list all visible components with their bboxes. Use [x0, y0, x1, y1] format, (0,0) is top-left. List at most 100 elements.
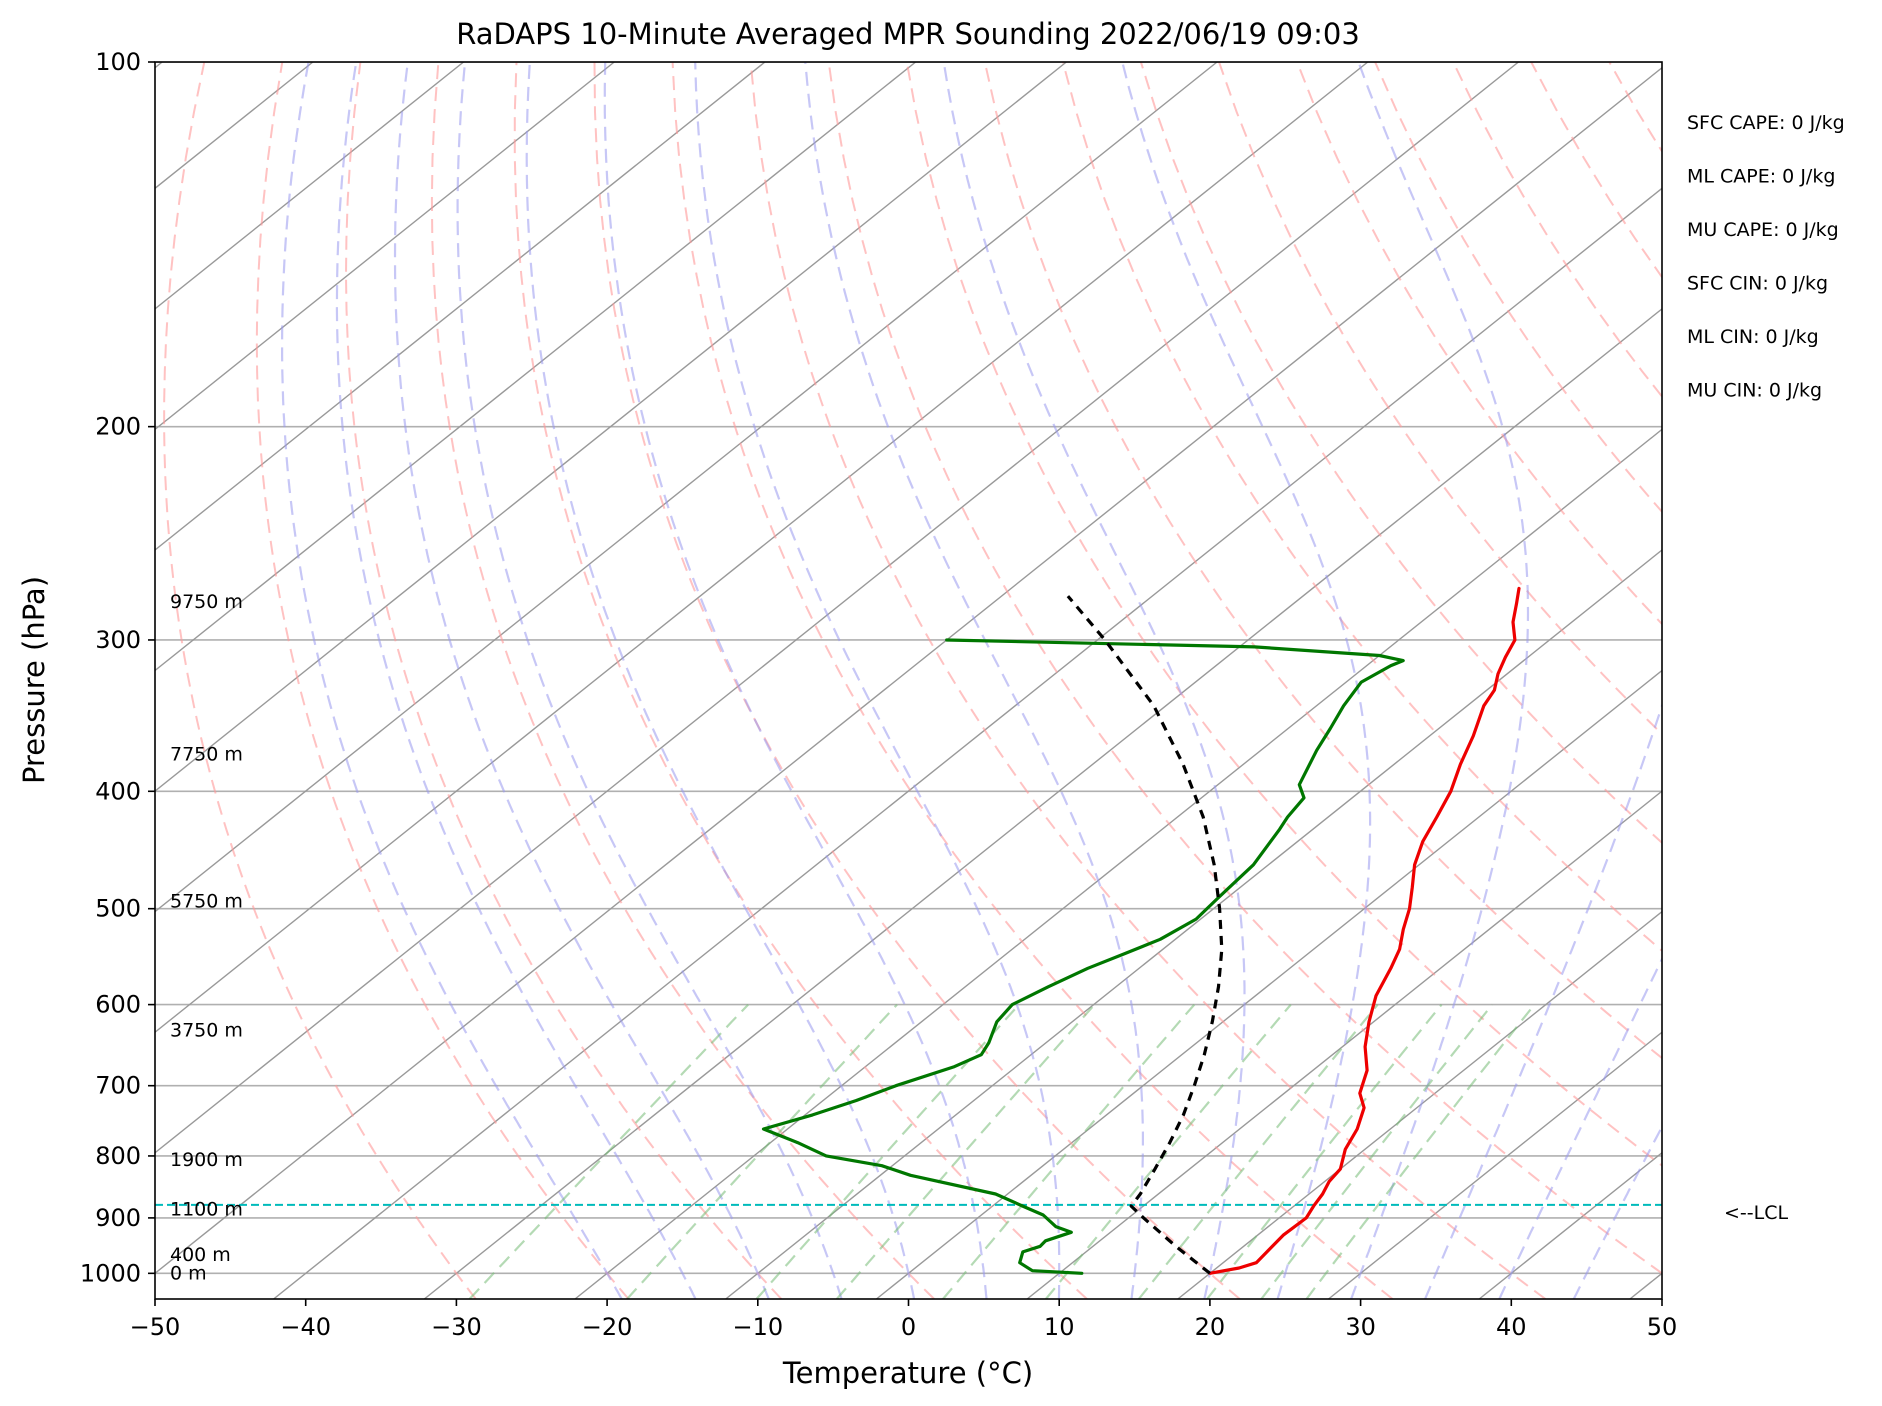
dry-adiabat — [1139, 62, 1662, 845]
moist-adiabat — [1121, 62, 1372, 1299]
y-tick-label: 200 — [95, 413, 141, 441]
y-tick-label: 400 — [95, 777, 141, 805]
y-tick-label: 900 — [95, 1204, 141, 1232]
temperature-line — [1208, 586, 1521, 1275]
y-tick-label: 600 — [95, 991, 141, 1019]
x-tick-label: 10 — [1044, 1313, 1075, 1341]
isotherm-line — [155, 62, 1218, 913]
height-label: 3750 m — [170, 1019, 243, 1041]
dry-adiabat — [905, 62, 1662, 1167]
isotherm-line — [155, 66, 1662, 1275]
height-label: 1900 m — [170, 1149, 243, 1171]
stability-indices: SFC CAPE: 0 J/kg ML CAPE: 0 J/kg MU CAPE: … — [1687, 112, 1845, 402]
isotherm-line — [155, 62, 465, 310]
height-label: 400 m — [170, 1244, 231, 1266]
height-label: 0 m — [170, 1262, 207, 1284]
isotherm-line — [155, 62, 766, 551]
lcl-label: <--LCL — [1724, 1202, 1788, 1224]
dry-adiabat — [1296, 62, 1662, 626]
height-label: 9750 m — [170, 591, 243, 613]
mixing-ratio-line — [1045, 1003, 1292, 1299]
dry-adiabat — [430, 62, 935, 1299]
dry-adiabat — [827, 62, 1662, 1275]
isotherm-line — [155, 62, 917, 672]
dry-adiabat — [983, 62, 1662, 1060]
y-tick-label: 1000 — [80, 1259, 141, 1287]
y-tick-label: 100 — [95, 48, 141, 76]
isotherm-line — [273, 187, 1662, 1299]
mixing-ratio-line — [1305, 1003, 1536, 1299]
moist-adiabat — [942, 62, 1246, 1299]
isotherm-line — [155, 62, 1067, 792]
mixing-ratio-line — [1206, 1003, 1443, 1299]
x-tick-label: 0 — [901, 1313, 916, 1341]
plot-area — [155, 62, 1662, 1299]
dry-adiabat — [513, 62, 1088, 1299]
isotherm-line — [423, 307, 1662, 1299]
moist-adiabat — [1350, 62, 1530, 1299]
moist-adiabat — [525, 62, 916, 1299]
y-tick-label: 800 — [95, 1142, 141, 1170]
height-label: 5750 m — [170, 890, 243, 912]
x-tick-label: 40 — [1496, 1313, 1527, 1341]
x-tick-label: −30 — [431, 1313, 482, 1341]
stat-text: ML CIN: 0 J/kg — [1687, 326, 1819, 348]
chart-title: RaDAPS 10-Minute Averaged MPR Sounding 2… — [456, 17, 1360, 51]
stat-text: ML CAPE: 0 J/kg — [1687, 166, 1835, 188]
isotherm-line — [155, 62, 615, 431]
stat-text: SFC CIN: 0 J/kg — [1687, 273, 1828, 295]
dry-adiabats — [163, 62, 1662, 1299]
sounding-series — [761, 586, 1521, 1275]
moist-adiabat — [603, 62, 988, 1299]
x-tick-label: 20 — [1195, 1313, 1226, 1341]
mixing-ratio-lines — [468, 1003, 1536, 1299]
mixing-ratio-line — [626, 1003, 898, 1299]
isotherm-line — [1177, 910, 1662, 1299]
mixing-ratio-line — [468, 1003, 749, 1299]
stat-text: SFC CAPE: 0 J/kg — [1687, 112, 1845, 134]
x-tick-label: −50 — [130, 1313, 181, 1341]
isotherm-line — [875, 669, 1662, 1299]
dry-adiabat — [1218, 62, 1662, 736]
isotherm-line — [155, 62, 1519, 1154]
isotherm-line — [574, 428, 1662, 1299]
y-axis-ticks: 100 200 300 400 500 600 700 800 900 1000 — [80, 48, 155, 1287]
x-tick-label: 30 — [1345, 1313, 1376, 1341]
moist-adiabat — [393, 62, 770, 1299]
stat-text: MU CAPE: 0 J/kg — [1687, 219, 1839, 241]
dry-adiabat — [255, 62, 630, 1299]
x-tick-label: −40 — [280, 1313, 331, 1341]
mixing-ratio-line — [942, 1003, 1196, 1299]
dewpoint-line — [761, 638, 1405, 1275]
moist-adiabat — [281, 62, 623, 1299]
moist-adiabat — [1572, 1124, 1662, 1299]
isotherm-line — [1328, 1031, 1662, 1299]
isotherm-grid — [155, 62, 1662, 1299]
y-tick-label: 700 — [95, 1072, 141, 1100]
parcel-profile-line — [1066, 595, 1224, 1275]
isotherm-line — [155, 62, 1369, 1034]
moist-adiabat — [1424, 702, 1662, 1299]
height-label: 7750 m — [170, 744, 243, 766]
x-tick-label: −10 — [732, 1313, 783, 1341]
moist-adiabats — [281, 62, 1662, 1299]
mixing-ratio-line — [755, 1003, 1020, 1299]
moist-adiabat — [456, 62, 843, 1299]
y-axis-label: Pressure (hPa) — [17, 576, 51, 784]
stat-text: MU CIN: 0 J/kg — [1687, 380, 1822, 402]
y-tick-label: 300 — [95, 626, 141, 654]
height-label: 1100 m — [170, 1199, 243, 1221]
x-tick-label: 50 — [1647, 1313, 1678, 1341]
x-axis-label: Temperature (°C) — [782, 1356, 1033, 1390]
moist-adiabat — [1498, 956, 1662, 1299]
mixing-ratio-line — [835, 1003, 1096, 1299]
moist-adiabat — [335, 62, 697, 1299]
mixing-ratio-line — [1137, 1003, 1379, 1299]
mixing-ratio-line — [1260, 1003, 1494, 1299]
isotherm-line — [1026, 790, 1662, 1299]
x-axis-ticks: −50 −40 −30 −20 −10 0 10 20 30 40 50 — [130, 1299, 1678, 1341]
y-tick-label: 500 — [95, 895, 141, 923]
